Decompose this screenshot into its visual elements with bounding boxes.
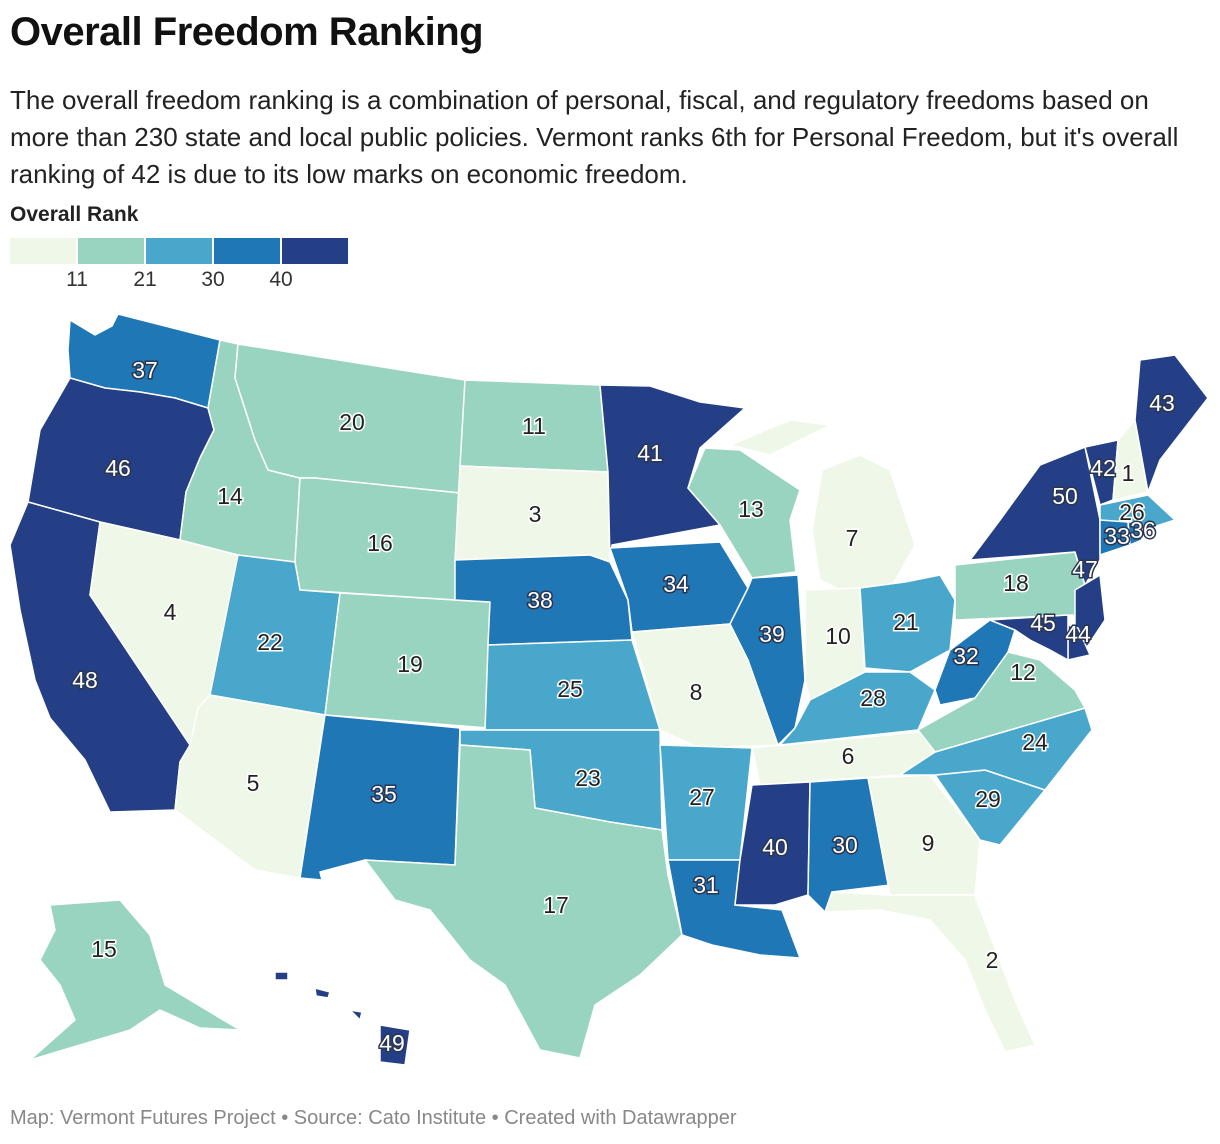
state-label: 27 <box>689 784 715 810</box>
state-label: 34 <box>663 571 689 597</box>
state-label: 43 <box>1149 390 1175 416</box>
state-hawaii[interactable] <box>274 971 411 1066</box>
state-label: 10 <box>825 623 851 649</box>
state-label: 4 <box>164 599 177 625</box>
state-maryland[interactable] <box>989 614 1069 661</box>
legend-title: Overall Rank <box>10 203 139 226</box>
state-label: 23 <box>575 765 601 791</box>
legend-tick: 11 <box>66 268 88 291</box>
chart-title: Overall Freedom Ranking <box>10 10 484 54</box>
state-label: 19 <box>397 651 423 677</box>
legend-tick: 40 <box>269 268 293 291</box>
state-rhode-island[interactable] <box>1127 521 1143 546</box>
state-maine[interactable] <box>1134 354 1209 493</box>
state-label: 42 <box>1090 455 1116 481</box>
state-label: 24 <box>1022 729 1048 755</box>
state-label: 3 <box>529 501 542 527</box>
legend-swatch <box>146 238 212 264</box>
legend-swatch <box>78 238 144 264</box>
state-label: 31 <box>693 872 719 898</box>
state-label: 36 <box>1130 517 1156 543</box>
state-label: 29 <box>975 786 1001 812</box>
state-label: 25 <box>557 676 583 702</box>
state-label: 8 <box>690 679 703 705</box>
state-label: 30 <box>832 832 858 858</box>
legend-tick: 21 <box>133 268 157 291</box>
legend-swatch <box>214 238 280 264</box>
state-label: 13 <box>738 496 764 522</box>
state-label: 45 <box>1030 610 1056 636</box>
state-michigan[interactable] <box>729 419 916 591</box>
state-massachusetts[interactable] <box>1099 494 1176 529</box>
state-label: 5 <box>247 770 260 796</box>
state-label: 49 <box>379 1030 405 1056</box>
state-label: 32 <box>953 643 979 669</box>
us-choropleth-map: 37 46 48 4 14 20 16 22 5 19 35 11 3 38 2… <box>9 313 1209 1066</box>
state-label: 46 <box>105 455 131 481</box>
state-new-jersey[interactable] <box>1074 574 1106 651</box>
state-label: 33 <box>1104 523 1130 549</box>
state-florida[interactable] <box>824 891 1036 1053</box>
state-label: 9 <box>922 830 935 856</box>
color-legend: 11 21 30 40 <box>10 238 350 298</box>
state-texas[interactable] <box>364 744 683 1059</box>
state-label: 15 <box>91 936 117 962</box>
state-label: 12 <box>1010 659 1036 685</box>
state-label: 44 <box>1065 621 1091 647</box>
state-label: 41 <box>637 440 663 466</box>
state-alaska[interactable] <box>29 899 241 1061</box>
state-label: 22 <box>257 629 283 655</box>
state-label: 18 <box>1003 570 1029 596</box>
state-wisconsin[interactable] <box>687 447 801 579</box>
source-credit: Map: Vermont Futures Project • Source: C… <box>10 1107 737 1129</box>
state-label: 37 <box>132 357 158 383</box>
state-label: 48 <box>72 667 98 693</box>
state-label: 14 <box>217 483 243 509</box>
state-label: 47 <box>1072 556 1098 582</box>
chart-description: The overall freedom ranking is a combina… <box>10 85 1179 189</box>
state-ohio[interactable] <box>859 574 956 673</box>
state-label: 28 <box>860 685 886 711</box>
state-label: 1 <box>1122 460 1135 486</box>
state-label: 39 <box>759 621 785 647</box>
state-label: 7 <box>846 525 859 551</box>
state-label: 38 <box>527 587 553 613</box>
legend-swatch <box>282 238 348 264</box>
state-label: 6 <box>842 743 855 769</box>
state-label: 2 <box>986 947 999 973</box>
state-label: 50 <box>1052 483 1078 509</box>
legend-swatch <box>10 238 76 264</box>
state-label: 16 <box>367 530 393 556</box>
state-west-virginia[interactable] <box>934 619 1016 706</box>
state-label: 26 <box>1119 499 1145 525</box>
state-label: 21 <box>893 609 919 635</box>
state-label: 11 <box>522 413 546 439</box>
state-label: 40 <box>762 834 788 860</box>
state-label: 20 <box>339 409 365 435</box>
legend-tick: 30 <box>201 268 225 291</box>
state-label: 35 <box>371 781 397 807</box>
state-label: 17 <box>543 892 569 918</box>
